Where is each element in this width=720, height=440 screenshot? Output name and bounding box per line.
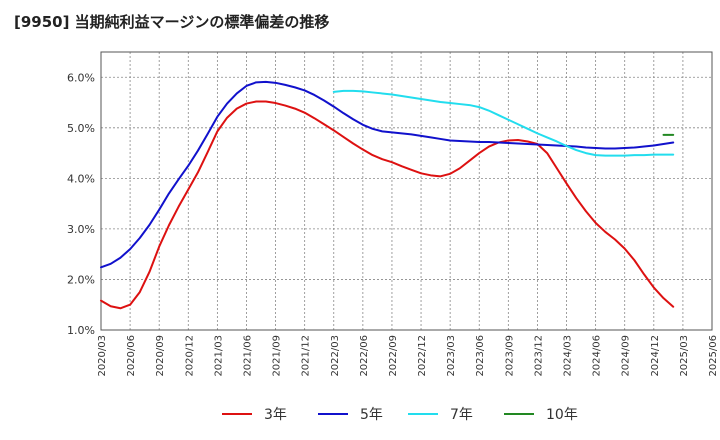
y-tick-label: 6.0% bbox=[67, 71, 95, 84]
x-tick-label: 2023/12 bbox=[533, 335, 544, 377]
plot-area bbox=[100, 51, 713, 331]
series-line bbox=[332, 89, 675, 157]
series-line bbox=[100, 80, 675, 269]
series-line bbox=[100, 100, 675, 310]
legend-label: 7年 bbox=[450, 407, 473, 423]
x-tick-label: 2025/06 bbox=[708, 335, 719, 377]
legend-label: 5年 bbox=[360, 407, 383, 423]
y-tick-label: 3.0% bbox=[67, 223, 95, 236]
x-tick-label: 2022/03 bbox=[330, 335, 341, 377]
y-tick-label: 5.0% bbox=[67, 122, 95, 135]
x-tick-label: 2023/03 bbox=[446, 335, 457, 377]
plot-border bbox=[100, 51, 713, 331]
x-tick-label: 2024/03 bbox=[563, 335, 574, 377]
x-tick-label: 2024/12 bbox=[650, 335, 661, 377]
x-tick-label: 2023/09 bbox=[504, 335, 515, 377]
y-tick-label: 4.0% bbox=[67, 172, 95, 185]
x-tick-label: 2023/06 bbox=[475, 335, 486, 377]
legend-label: 10年 bbox=[546, 407, 578, 423]
x-tick-label: 2024/09 bbox=[621, 335, 632, 377]
x-tick-label: 2021/09 bbox=[272, 335, 283, 377]
y-tick-label: 2.0% bbox=[67, 273, 95, 286]
chart-title: [9950] 当期純利益マージンの標準偏差の推移 bbox=[14, 13, 330, 31]
y-tick-label: 1.0% bbox=[67, 324, 95, 337]
x-tick-label: 2025/03 bbox=[679, 335, 690, 377]
x-tick-label: 2020/06 bbox=[126, 335, 137, 377]
x-tick-label: 2020/09 bbox=[155, 335, 166, 377]
x-tick-label: 2022/06 bbox=[359, 335, 370, 377]
x-tick-label: 2021/03 bbox=[213, 335, 224, 377]
legend-label: 3年 bbox=[264, 407, 287, 423]
x-tick-label: 2021/12 bbox=[301, 335, 312, 377]
x-tick-label: 2020/03 bbox=[97, 335, 108, 377]
x-tick-label: 2022/12 bbox=[417, 335, 428, 377]
x-tick-label: 2021/06 bbox=[242, 335, 253, 377]
x-tick-label: 2024/06 bbox=[592, 335, 603, 377]
x-tick-label: 2020/12 bbox=[184, 335, 195, 377]
x-tick-label: 2022/09 bbox=[388, 335, 399, 377]
